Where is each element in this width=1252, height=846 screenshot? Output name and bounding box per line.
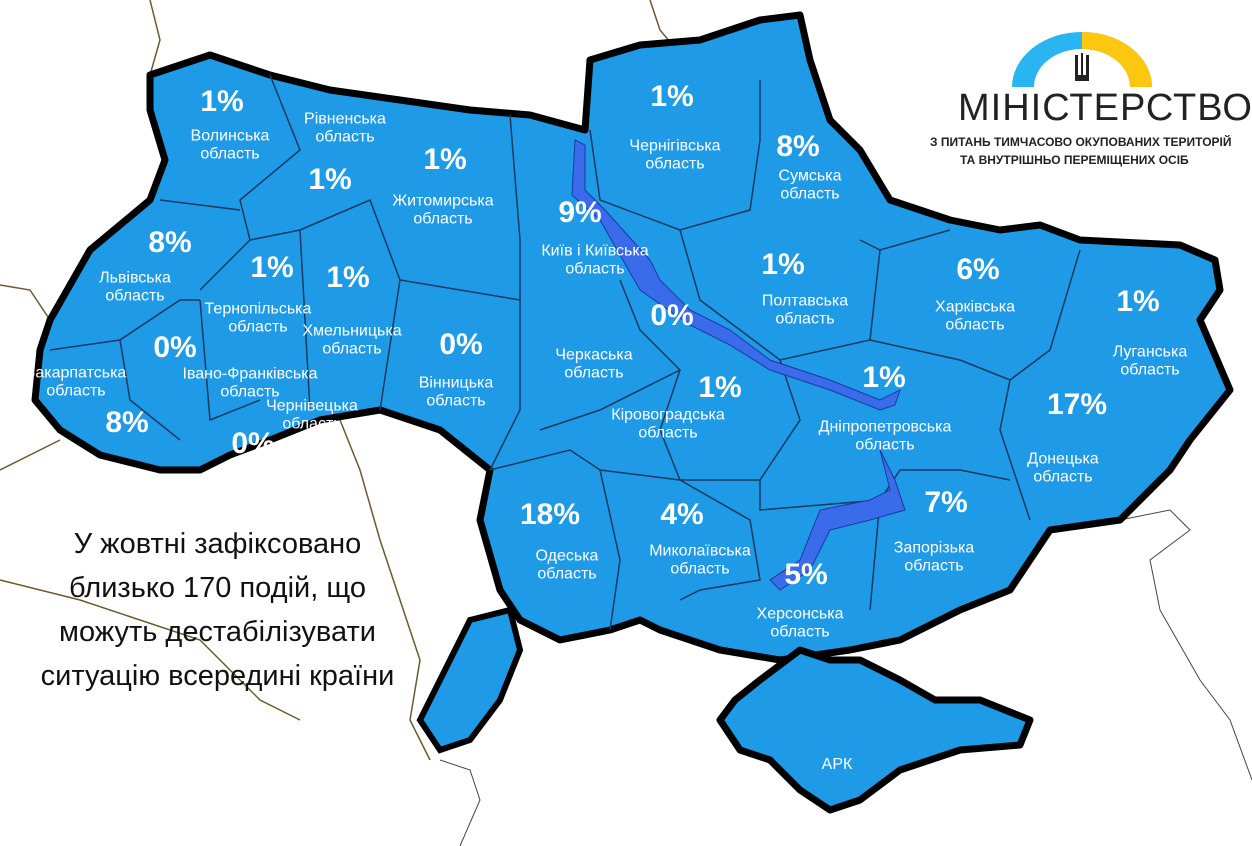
region-name-vinnytsia: Вінницька область (418, 374, 494, 409)
region-pct-poltava: 1% (761, 248, 805, 281)
region-pct-khmelnytskyi: 1% (326, 261, 370, 294)
region-name-luhansk: Луганська область (1112, 343, 1188, 378)
region-pct-luhansk: 1% (1116, 285, 1160, 318)
region-name-crimea: АРК (821, 756, 853, 774)
border (489, 449, 761, 631)
border (159, 199, 401, 422)
region-name-odesa: Одеська область (535, 547, 599, 582)
region-name-chernihiv: Чернігівська область (629, 137, 721, 172)
region-pct-zhytomyr: 1% (423, 143, 467, 176)
region-pct-zaporizhzhia: 7% (924, 486, 968, 519)
border-belarus-russia (649, 0, 671, 43)
region-name-kirovohrad: Кіровоградська область (611, 406, 725, 441)
region-pct-zakarpattia: 8% (105, 406, 149, 439)
region-name-ivano-frankivsk: Івано-Франківська область (182, 365, 318, 400)
region-pct-chernihiv: 1% (650, 80, 694, 113)
trident-icon (1075, 53, 1089, 81)
border (49, 299, 200, 441)
region-pct-odesa: 18% (519, 498, 581, 531)
dnipro-river (571, 139, 906, 591)
region-pct-ternopil: 1% (250, 251, 294, 284)
region-pct-kirovohrad: 1% (698, 371, 742, 404)
border-belarus-poland (149, 0, 161, 76)
region-name-kherson: Херсонська область (756, 605, 844, 640)
region-name-khmelnytskyi: Хмельницька область (302, 322, 402, 357)
region-pct-donetsk: 17% (1046, 388, 1108, 421)
region-name-zhytomyr: Житомирська область (392, 192, 494, 227)
region-pct-kyiv: 9% (558, 196, 602, 229)
logo-subtitle-1: З ПИТАНЬ ТИМЧАСОВО ОКУПОВАНИХ ТЕРИТОРІЙ (930, 135, 1232, 149)
border (659, 359, 1031, 521)
ukraine-mainland (31, 11, 1234, 664)
region-name-poltava: Полтавська область (761, 292, 849, 327)
region-name-rivne: Рівненська область (304, 110, 386, 145)
region-name-dnipropetrovsk: Дніпропетровська область (818, 418, 952, 453)
region-pct-cherkasy: 0% (650, 299, 694, 332)
neighbor-borders (0, 0, 671, 761)
region-name-cherkasy: Черкаська область (555, 346, 633, 381)
coast-west (439, 759, 481, 846)
logo-subtitle-2: ТА ВНУТРІШНЬО ПЕРЕМІЩЕНИХ ОСІБ (960, 153, 1189, 167)
coast-east (1119, 509, 1252, 781)
region-name-kharkiv: Харківська область (935, 298, 1015, 333)
region-name-kyiv: Київ і Київська область (541, 242, 649, 277)
border-hungary (0, 439, 61, 471)
kakhovka-reservoir (769, 449, 906, 591)
region-name-zakarpattia: Закарпатська область (25, 364, 127, 399)
region-pct-chernivtsi: 0% (231, 427, 275, 460)
region-name-mykolaiv: Миколаївська область (649, 542, 751, 577)
border (679, 229, 881, 361)
border-romania (0, 579, 301, 721)
region-pct-mykolaiv: 4% (660, 498, 704, 531)
region-pct-volyn: 1% (200, 85, 244, 118)
arch-yellow (1082, 32, 1152, 87)
region-pct-kharkiv: 6% (956, 253, 1000, 286)
logo-title: МІНІСТЕРСТВО (958, 87, 1252, 129)
river-dnipro (571, 139, 901, 411)
border-romania-moldova (339, 419, 431, 761)
oblast-borders (49, 74, 1081, 631)
region-pct-kherson: 5% (784, 558, 828, 591)
region-name-donetsk: Донецька область (1027, 450, 1099, 485)
region-pct-lviv: 8% (148, 226, 192, 259)
region-name-sumy: Сумська область (778, 167, 842, 202)
region-name-zaporizhzhia: Запорізька область (893, 539, 975, 574)
odesa-south-part (416, 606, 524, 754)
region-pct-rivne: 1% (308, 163, 352, 196)
region-pct-vinnytsia: 0% (439, 328, 483, 361)
logo-arch (1012, 32, 1152, 87)
region-pct-sumy: 8% (776, 130, 820, 163)
region-name-chernivtsi: Чернівецька область (266, 397, 358, 432)
ministry-logo: МІНІСТЕРСТВО З ПИТАНЬ ТИМЧАСОВО ОКУПОВАН… (930, 25, 1252, 175)
region-pct-ivano-frankivsk: 0% (153, 331, 197, 364)
caption-text: У жовтні зафіксовано близько 170 подій, … (40, 528, 395, 692)
border-poland-slovakia (0, 284, 51, 321)
region-pct-dnipropetrovsk: 1% (862, 361, 906, 394)
region-name-ternopil: Тернопільська область (204, 300, 312, 335)
region-name-volyn: Волинська область (190, 127, 270, 162)
region-name-lviv: Львівська область (99, 269, 171, 304)
coastline-neighbors (439, 509, 1252, 846)
border (589, 80, 761, 231)
border (239, 74, 521, 301)
crimea (716, 646, 1034, 814)
